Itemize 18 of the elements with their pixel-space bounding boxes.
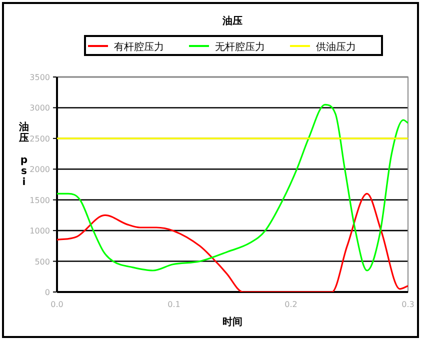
legend-label: 无杆腔压力 [215,41,265,53]
y-tick-label: 0 [44,288,50,297]
y-tick-label: 2500 [30,134,50,144]
x-tick-label: 0.3 [402,300,414,309]
x-axis-title: 时间 [222,316,242,328]
y-tick-label: 3000 [30,104,50,113]
x-tick-label: 0.0 [50,300,64,309]
x-tick-label: 0.1 [168,300,180,309]
y-tick-label: 1500 [30,196,50,205]
y-tick-label: 2000 [30,165,50,174]
y-tick-label: 500 [34,257,50,266]
y-tick-label: 1000 [30,226,50,236]
y-axis-title: 油压 psi [18,121,29,188]
y-tick-label: 3500 [30,73,50,82]
legend-label: 供油压力 [316,41,356,53]
chart-title: 油压 [222,15,242,27]
x-tick-label: 0.2 [284,300,298,309]
legend-label: 有杆腔压力 [114,41,164,53]
